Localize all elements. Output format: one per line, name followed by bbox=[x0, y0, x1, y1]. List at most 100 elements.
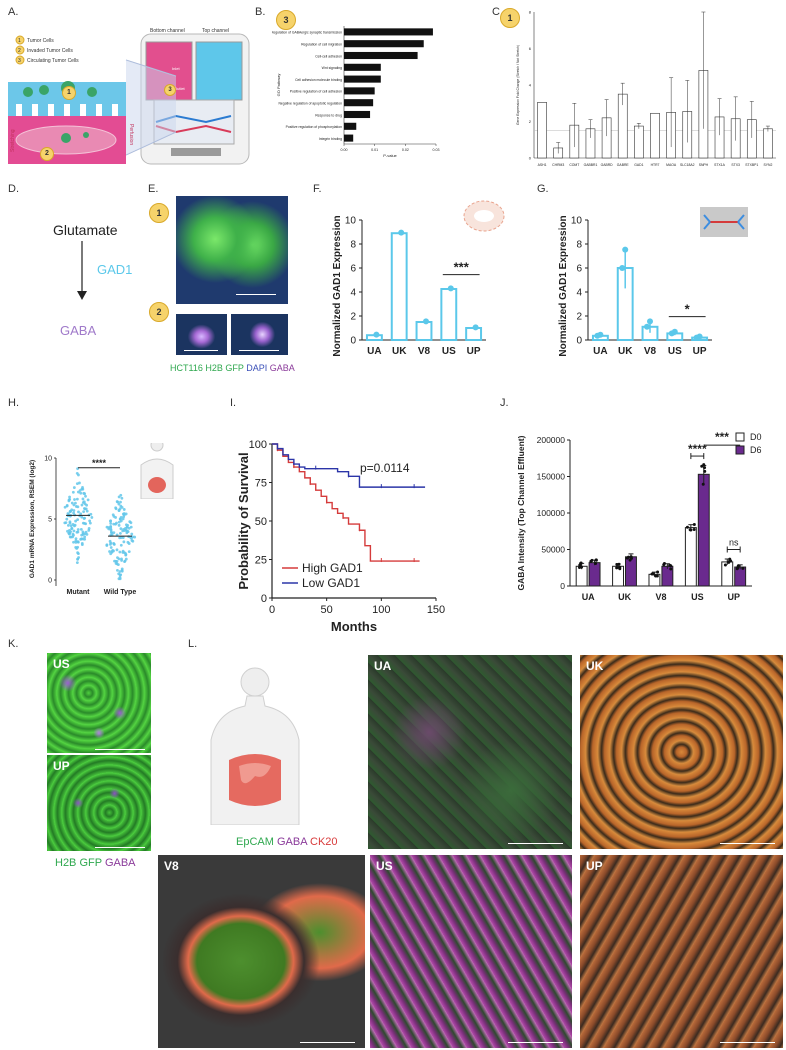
h-point bbox=[71, 490, 75, 494]
h-point bbox=[129, 536, 133, 539]
h-point bbox=[85, 509, 89, 513]
svg-text:3: 3 bbox=[18, 58, 21, 64]
i-legend-label: Low GAD1 bbox=[302, 576, 360, 590]
h-point bbox=[122, 508, 126, 511]
h-point bbox=[81, 530, 85, 534]
g-x-tick-label: UA bbox=[593, 346, 607, 357]
h-point bbox=[69, 535, 73, 539]
panel-label-l: L. bbox=[188, 638, 198, 650]
stretching-label: Stretching bbox=[10, 129, 16, 152]
c-x-tick-label: MAOA bbox=[666, 163, 677, 167]
j-point bbox=[692, 528, 696, 532]
h-point bbox=[126, 530, 130, 534]
h-point bbox=[123, 560, 126, 564]
g-y-tick-label: 6 bbox=[576, 264, 582, 275]
h-point bbox=[120, 567, 124, 571]
h-point bbox=[76, 528, 80, 531]
j-point bbox=[701, 482, 705, 486]
c-y-tick-label: 8 bbox=[529, 10, 532, 15]
j-bar bbox=[697, 473, 710, 587]
h-point bbox=[81, 487, 85, 491]
b-y-axis-title: GO Pathway bbox=[276, 74, 281, 97]
tile-label-up: UP bbox=[586, 859, 603, 873]
h-y-tick-label: 10 bbox=[44, 456, 52, 463]
h-point bbox=[109, 519, 113, 523]
c-bar bbox=[634, 125, 644, 159]
b-category-label: Cell-cell adhesion bbox=[315, 54, 342, 58]
h-point bbox=[125, 525, 129, 529]
h-point bbox=[80, 543, 84, 547]
j-point bbox=[594, 561, 598, 565]
h-point bbox=[120, 496, 124, 500]
h-point bbox=[69, 530, 72, 534]
inlet-label: Inlet bbox=[172, 66, 180, 71]
h-point bbox=[116, 563, 120, 567]
h-point bbox=[118, 573, 122, 577]
legend-hct116: HCT116 H2B GFP bbox=[170, 363, 244, 373]
j-point bbox=[692, 522, 696, 526]
h-point bbox=[129, 525, 133, 529]
h-point bbox=[88, 521, 92, 525]
j-significance-label: **** bbox=[688, 442, 707, 456]
b-category-label: Cell adhesion molecule binding bbox=[295, 78, 342, 82]
h-point bbox=[122, 540, 126, 544]
chart-g-gad1-expression: 0 2 4 6 8 10 UA UK V8 US UP * Normalized GAD1 Expres… bbox=[558, 215, 712, 357]
h-point bbox=[112, 522, 116, 526]
panel-label-k: K. bbox=[8, 638, 19, 650]
badge-c-1: 1 bbox=[500, 8, 520, 28]
h-point bbox=[119, 531, 122, 535]
h-point bbox=[72, 533, 75, 537]
b-x-axis-title: P-value bbox=[383, 153, 397, 158]
f-x-tick-label: US bbox=[442, 346, 456, 357]
c-x-tick-label: GABBR1 bbox=[584, 163, 598, 167]
h-point bbox=[105, 543, 109, 547]
h-point bbox=[72, 509, 76, 512]
k-label-up: UP bbox=[53, 759, 70, 773]
c-x-tick-label: HTR7 bbox=[651, 163, 660, 167]
c-x-tick-label: COMT bbox=[569, 163, 579, 167]
legend-k-gaba: GABA bbox=[104, 857, 136, 869]
g-point bbox=[668, 330, 675, 337]
b-bar bbox=[344, 75, 381, 83]
badge-e-1: 1 bbox=[149, 203, 169, 223]
j-y-tick-label: 0 bbox=[560, 581, 565, 591]
h-point bbox=[112, 531, 116, 534]
tile-label-v8: V8 bbox=[164, 859, 179, 873]
b-x-tick-label: 0.00 bbox=[341, 148, 348, 152]
h-point bbox=[119, 527, 123, 531]
h-significance-label: **** bbox=[92, 458, 107, 468]
h-point bbox=[83, 535, 87, 539]
j-point bbox=[580, 565, 584, 569]
h-point bbox=[118, 570, 122, 573]
glutamate-label: Glutamate bbox=[53, 222, 118, 238]
c-y-tick-label: 0 bbox=[529, 156, 532, 161]
j-point bbox=[590, 558, 594, 562]
h-point bbox=[123, 529, 127, 533]
h-point bbox=[118, 550, 122, 554]
f-x-tick-label: UA bbox=[367, 346, 381, 357]
h-point bbox=[79, 527, 83, 531]
f-y-tick-label: 0 bbox=[350, 336, 356, 347]
f-point bbox=[398, 229, 405, 236]
b-bar bbox=[344, 134, 354, 142]
i-p-value: p=0.0114 bbox=[360, 461, 410, 475]
h-point bbox=[68, 495, 71, 499]
h-point bbox=[121, 512, 125, 516]
h-point bbox=[66, 523, 70, 527]
h-x-tick-label: Wild Type bbox=[104, 589, 137, 596]
tissue-tile-uk: UK bbox=[580, 655, 783, 849]
b-x-tick-label: 0.02 bbox=[402, 148, 409, 152]
h-point bbox=[72, 540, 75, 544]
h-point bbox=[72, 503, 76, 507]
b-bar bbox=[344, 122, 357, 130]
h-y-axis-title: GAD1 mRNA Expression, RSEM (log2) bbox=[29, 460, 36, 578]
h-point bbox=[80, 515, 84, 519]
j-y-tick-label: 150000 bbox=[537, 472, 566, 482]
c-x-tick-label: SNPH bbox=[699, 163, 709, 167]
b-x-tick-label: 0.01 bbox=[371, 148, 378, 152]
i-y-tick-label: 0 bbox=[261, 593, 267, 605]
h-point bbox=[72, 529, 76, 533]
j-y-axis-title: GABA Intensity (Top Channel Effluent) bbox=[516, 435, 526, 590]
badge-e-2: 2 bbox=[149, 302, 169, 322]
